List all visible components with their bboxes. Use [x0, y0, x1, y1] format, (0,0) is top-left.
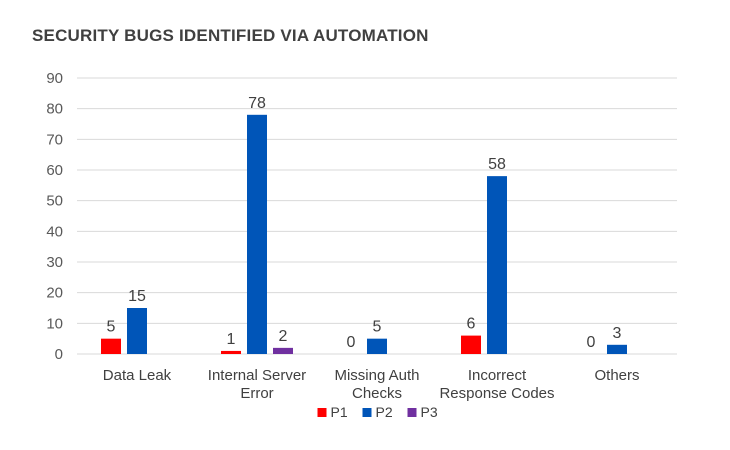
- data-label: 5: [373, 319, 382, 336]
- legend-swatch-p1: [317, 408, 327, 417]
- y-tick-label: 80: [46, 101, 63, 118]
- legend-swatch-p3: [407, 408, 417, 417]
- bar-p1: [461, 335, 481, 354]
- data-label: 58: [488, 156, 506, 173]
- legend-swatch-p2: [362, 408, 372, 417]
- bar-p2: [127, 308, 147, 354]
- data-label: 0: [587, 334, 596, 351]
- y-tick-label: 30: [46, 254, 63, 271]
- y-tick-label: 40: [46, 223, 63, 240]
- y-tick-label: 70: [46, 131, 63, 148]
- y-tick-label: 0: [55, 346, 63, 363]
- data-label: 5: [107, 319, 116, 336]
- x-tick-label: Missing Auth: [334, 367, 419, 384]
- bar-p2: [247, 114, 267, 354]
- bar-p2: [367, 338, 387, 354]
- data-label: 78: [248, 95, 266, 112]
- data-label: 3: [613, 325, 622, 342]
- bar-p1: [221, 350, 241, 354]
- y-tick-label: 20: [46, 285, 63, 302]
- data-label: 2: [279, 328, 288, 345]
- x-tick-label: Checks: [352, 385, 402, 402]
- data-label: 15: [128, 288, 146, 305]
- legend-label-p1: P1: [331, 404, 348, 420]
- x-tick-label: Incorrect: [468, 367, 527, 384]
- bar-p3: [273, 347, 293, 354]
- x-tick-label: Response Codes: [439, 385, 554, 402]
- y-tick-label: 60: [46, 162, 63, 179]
- bar-p1: [101, 338, 121, 354]
- data-label: 1: [227, 331, 236, 348]
- legend-label-p3: P3: [421, 404, 438, 420]
- chart-title: SECURITY BUGS IDENTIFIED VIA AUTOMATION: [32, 26, 429, 45]
- data-label: 6: [467, 316, 476, 333]
- x-tick-label: Data Leak: [103, 367, 172, 384]
- bar-p2: [607, 344, 627, 354]
- y-tick-label: 90: [46, 70, 63, 87]
- x-tick-label: Others: [594, 367, 639, 384]
- data-label: 0: [347, 334, 356, 351]
- bar-p2: [487, 176, 507, 354]
- y-tick-label: 50: [46, 193, 63, 210]
- x-tick-label: Internal Server: [208, 367, 306, 384]
- x-tick-label: Error: [240, 385, 273, 402]
- y-tick-label: 10: [46, 315, 63, 332]
- legend-label-p2: P2: [376, 404, 393, 420]
